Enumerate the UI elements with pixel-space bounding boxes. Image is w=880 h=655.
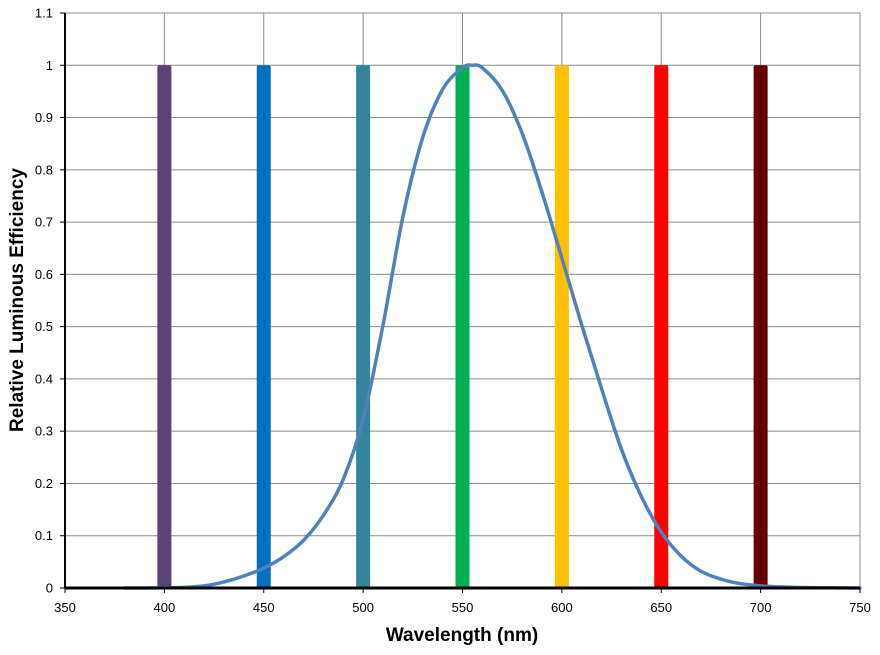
wavelength-bar-650 — [654, 65, 669, 589]
y-tick-label: 1 — [46, 58, 53, 73]
wavelength-bar-600 — [554, 65, 569, 589]
wavelength-bar-700 — [753, 65, 768, 589]
y-tick-label: 0.3 — [35, 424, 53, 439]
axes — [60, 12, 861, 593]
x-tick-label: 500 — [352, 600, 374, 615]
x-axis-title: Wavelength (nm) — [386, 625, 538, 646]
y-tick-label: 0.2 — [35, 476, 53, 491]
x-tick-labels: 350 400 450 500 550 600 650 700 750 — [54, 600, 871, 615]
y-tick-label: 0.8 — [35, 162, 53, 177]
y-axis-title: Relative Luminous Efficiency — [7, 168, 28, 432]
y-tick-labels: 0 0.1 0.2 0.3 0.4 0.5 0.6 0.7 0.8 0.9 1 1.1 — [35, 6, 53, 596]
wavelength-bars — [157, 65, 768, 589]
wavelength-bar-550 — [455, 65, 470, 589]
y-tick-label: 1.1 — [35, 6, 53, 21]
x-tick-label: 350 — [54, 600, 76, 615]
efficiency-curve-group — [122, 63, 862, 590]
y-tick-label: 0.7 — [35, 215, 53, 230]
wavelength-bar-400 — [157, 65, 172, 589]
wavelength-bar-450 — [256, 65, 271, 589]
x-tick-label: 750 — [849, 600, 871, 615]
x-tick-label: 400 — [154, 600, 176, 615]
y-tick-label: 0.1 — [35, 528, 53, 543]
x-tick-label: 700 — [750, 600, 772, 615]
y-tick-label: 0.6 — [35, 267, 53, 282]
y-tick-label: 0 — [46, 581, 53, 596]
x-tick-label: 450 — [253, 600, 275, 615]
wavelength-bar-500 — [356, 65, 371, 589]
x-tick-label: 600 — [551, 600, 573, 615]
y-tick-label: 0.4 — [35, 371, 53, 386]
y-tick-label: 0.9 — [35, 110, 53, 125]
y-tick-label: 0.5 — [35, 319, 53, 334]
x-tick-label: 550 — [452, 600, 474, 615]
efficiency-curve — [122, 63, 862, 590]
x-tick-label: 650 — [650, 600, 672, 615]
